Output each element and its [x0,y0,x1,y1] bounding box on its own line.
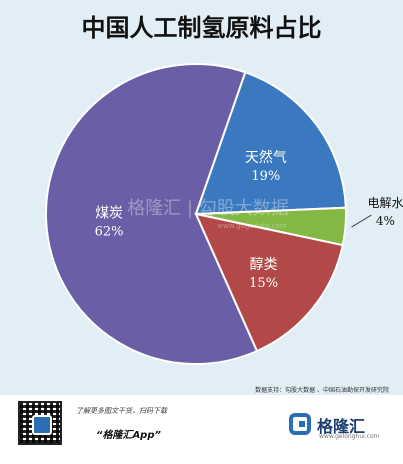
slice-label: 煤炭 [95,206,123,222]
watermark-url: www.gogudata.com [217,222,286,230]
leader-line [351,214,372,228]
brand-icon [289,413,311,435]
watermark-text: 格隆汇 | 勾股大数据 [127,198,289,219]
brand-url: www.gelonghui.com [319,433,380,440]
footer-banner: 了解更多图文干货，扫码下载 “格隆汇App” 格隆汇 www.gelonghui… [0,395,403,464]
pie-slice-4 [194,212,344,353]
slice-value-label: 15% [249,276,278,291]
slice-value-label: 62% [95,225,124,240]
qr-logo-icon [32,415,52,435]
slice-label: 醇类 [250,256,278,273]
slice-label: 电解水 [367,196,403,210]
data-source-note: 数据支持：勾股大数据 、中国石油勘探开发研究院 [255,387,389,394]
pie-slice-1 [45,63,259,365]
app-name: “格隆汇App” [96,430,161,441]
pie-chart: 格隆汇 | 勾股大数据 www.gogudata.com 煤炭 62% 天然气 19% 电解… [45,63,403,365]
promo-text: 了解更多图文干货，扫码下载 [76,407,167,415]
chart-title: 中国人工制氢原料占比 [81,14,322,42]
pie-slice-2 [194,71,347,216]
brand-name: 格隆汇 [317,417,366,436]
brand-logo: 格隆汇 www.gelonghui.com [289,409,389,449]
slice-label: 天然气 [245,149,287,166]
slice-value-label: 4% [376,214,395,228]
slice-value-label: 19% [251,169,280,184]
